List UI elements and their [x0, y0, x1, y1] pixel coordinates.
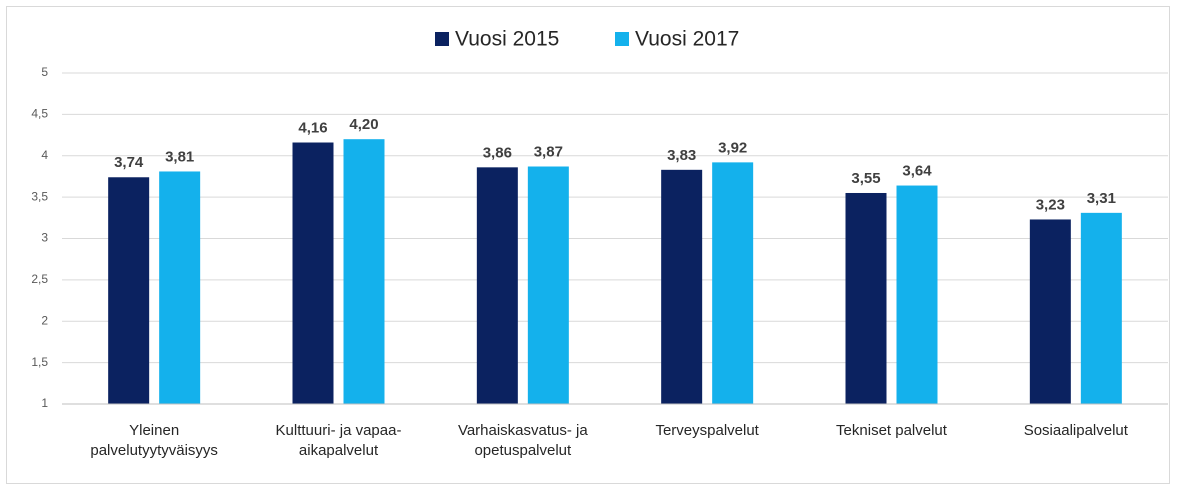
y-tick-label: 4,5 — [31, 107, 48, 121]
bar — [1080, 212, 1122, 404]
y-tick-label: 5 — [41, 65, 48, 79]
y-tick-label: 2,5 — [31, 272, 48, 286]
value-label: 3,92 — [718, 139, 747, 156]
x-tick-label: Varhaiskasvatus- ja opetuspalvelut — [457, 422, 588, 459]
legend-swatch — [615, 32, 629, 46]
y-tick-label: 3 — [41, 231, 48, 245]
value-label: 3,74 — [114, 154, 144, 171]
bar — [896, 185, 938, 404]
bar — [476, 167, 518, 404]
bar — [661, 169, 703, 404]
bar — [108, 177, 150, 404]
bar — [845, 192, 887, 404]
value-label: 3,31 — [1087, 190, 1116, 207]
legend-swatch — [435, 32, 449, 46]
bar — [1029, 219, 1071, 404]
legend-label: Vuosi 2017 — [635, 28, 739, 51]
legend-label: Vuosi 2015 — [455, 28, 559, 51]
x-tick-label: Terveyspalvelut — [655, 422, 759, 439]
chart-frame — [6, 6, 1170, 484]
y-tick-label: 1,5 — [31, 355, 48, 369]
x-tick-label: Yleinen palvelutyytyväisyys — [90, 422, 218, 459]
y-tick-label: 3,5 — [31, 189, 48, 203]
value-label: 3,83 — [667, 147, 696, 164]
value-label: 4,20 — [349, 116, 378, 133]
value-label: 3,81 — [165, 148, 194, 165]
value-label: 3,64 — [902, 163, 932, 180]
bar — [343, 139, 385, 404]
y-tick-label: 4 — [41, 148, 48, 162]
bar — [527, 166, 569, 404]
bar — [712, 162, 754, 404]
y-tick-label: 2 — [41, 313, 48, 327]
bar — [292, 142, 334, 404]
x-tick-label: Tekniset palvelut — [836, 422, 947, 439]
value-label: 3,55 — [851, 170, 880, 187]
x-tick-label: Kulttuuri- ja vapaa-aikapalvelut — [275, 422, 402, 459]
y-tick-label: 1 — [41, 396, 48, 410]
bar — [159, 171, 201, 404]
value-label: 3,87 — [534, 143, 563, 160]
value-label: 3,86 — [483, 144, 512, 161]
value-label: 4,16 — [298, 119, 327, 136]
x-tick-label: Sosiaalipalvelut — [1023, 422, 1128, 439]
value-label: 3,23 — [1036, 196, 1065, 213]
